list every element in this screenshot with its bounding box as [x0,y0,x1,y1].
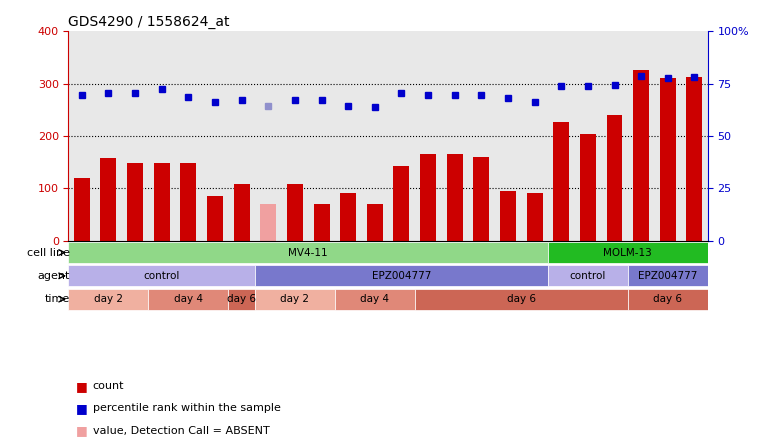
Text: percentile rank within the sample: percentile rank within the sample [93,404,281,413]
FancyBboxPatch shape [255,266,548,286]
Text: ■: ■ [76,402,88,415]
Bar [607,115,622,241]
Text: day 6: day 6 [227,294,256,304]
Text: day 6: day 6 [653,294,683,304]
Bar [100,158,116,241]
FancyBboxPatch shape [68,266,255,286]
FancyBboxPatch shape [548,266,628,286]
Bar [340,193,356,241]
Text: GDS4290 / 1558624_at: GDS4290 / 1558624_at [68,15,230,29]
Bar [473,157,489,241]
Text: MV4-11: MV4-11 [288,247,328,258]
Text: EPZ004777: EPZ004777 [371,271,431,281]
Text: ■: ■ [76,424,88,437]
Bar [553,123,569,241]
Bar [74,178,90,241]
Bar [660,78,676,241]
Bar [420,155,436,241]
Text: agent: agent [37,271,70,281]
Bar [260,204,276,241]
FancyBboxPatch shape [255,289,335,309]
Bar [447,155,463,241]
Text: day 2: day 2 [94,294,123,304]
Text: count: count [93,381,124,391]
FancyBboxPatch shape [628,289,708,309]
Text: control: control [144,271,180,281]
FancyBboxPatch shape [148,289,228,309]
FancyBboxPatch shape [628,266,708,286]
Bar [367,204,383,241]
Text: control: control [570,271,606,281]
Bar [633,70,649,241]
Bar [127,163,143,241]
Text: value, Detection Call = ABSENT: value, Detection Call = ABSENT [93,426,269,436]
Text: MOLM-13: MOLM-13 [603,247,652,258]
Bar [154,163,170,241]
Text: cell line: cell line [27,247,70,258]
Text: day 4: day 4 [360,294,390,304]
Text: EPZ004777: EPZ004777 [638,271,698,281]
Text: day 4: day 4 [174,294,203,304]
Text: day 2: day 2 [280,294,310,304]
Bar [500,190,516,241]
Bar [314,204,330,241]
FancyBboxPatch shape [415,289,628,309]
Text: time: time [45,294,70,304]
Bar [393,166,409,241]
Text: ■: ■ [76,380,88,393]
Text: day 6: day 6 [507,294,536,304]
FancyBboxPatch shape [68,289,148,309]
Bar [234,184,250,241]
Bar [207,196,223,241]
FancyBboxPatch shape [548,242,708,263]
FancyBboxPatch shape [228,289,255,309]
FancyBboxPatch shape [68,242,548,263]
Bar [180,163,196,241]
Bar [527,193,543,241]
Bar [686,77,702,241]
Bar [287,184,303,241]
FancyBboxPatch shape [335,289,415,309]
Bar [580,134,596,241]
